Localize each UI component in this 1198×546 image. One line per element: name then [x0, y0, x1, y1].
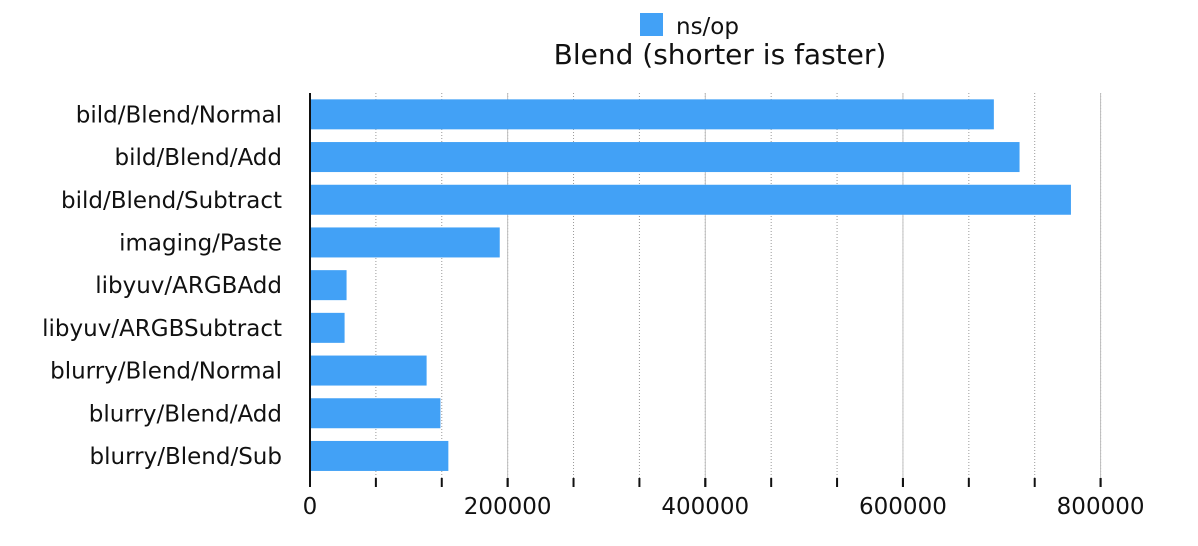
bar — [311, 99, 994, 130]
category-label: imaging/Paste — [119, 230, 282, 256]
ticks: 0 200000 400000 600000 800000 — [303, 478, 1145, 520]
bar — [311, 142, 1020, 173]
x-tick-label: 800000 — [1057, 494, 1145, 520]
x-tick-label: 200000 — [464, 494, 552, 520]
legend-swatch — [640, 13, 663, 36]
category-label: bild/Blend/Add — [114, 145, 282, 171]
legend-label: ns/op — [676, 14, 739, 40]
category-label: bild/Blend/Subtract — [61, 188, 282, 214]
legend: ns/op — [640, 13, 739, 40]
category-label: libyuv/ARGBSubtract — [42, 316, 282, 342]
x-tick-label: 400000 — [661, 494, 749, 520]
bar — [311, 270, 347, 301]
category-label: blurry/Blend/Normal — [50, 359, 282, 385]
bar — [311, 312, 345, 343]
category-labels: bild/Blend/Normal bild/Blend/Add bild/Blen… — [42, 102, 282, 470]
bar — [311, 398, 441, 429]
category-label: bild/Blend/Normal — [76, 102, 282, 128]
bars — [311, 99, 1071, 471]
category-label: blurry/Blend/Sub — [90, 444, 282, 470]
chart-title: Blend (shorter is faster) — [554, 38, 887, 71]
bar — [311, 227, 500, 258]
x-tick-label: 600000 — [859, 494, 947, 520]
bar — [311, 355, 427, 386]
bar — [311, 440, 449, 471]
category-label: blurry/Blend/Add — [89, 401, 282, 427]
category-label: libyuv/ARGBAdd — [95, 273, 282, 299]
x-tick-label: 0 — [303, 494, 318, 520]
bar — [311, 184, 1071, 215]
